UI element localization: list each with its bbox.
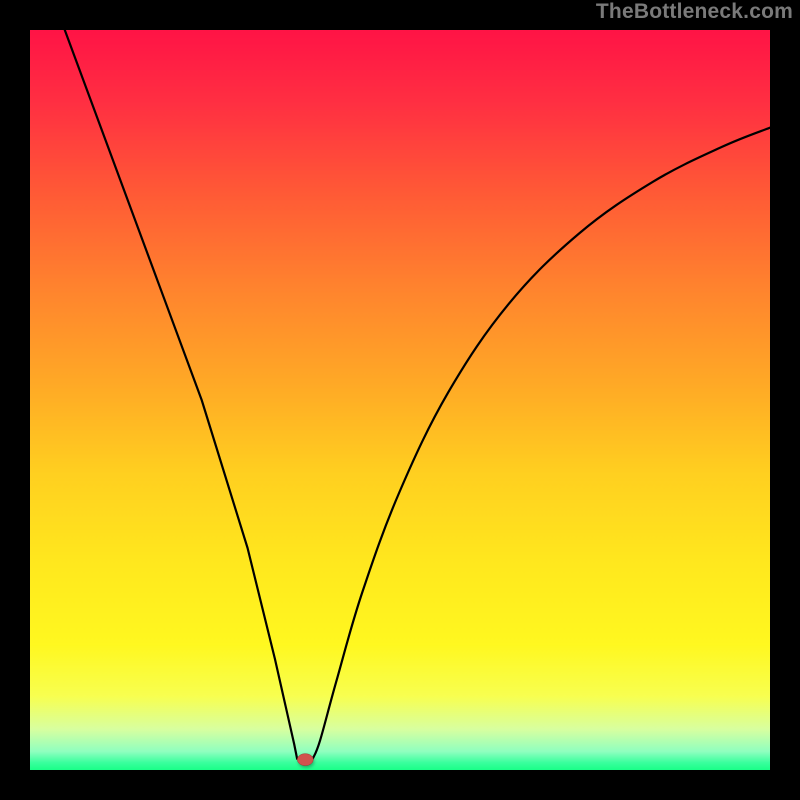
- chart-frame: [0, 0, 800, 800]
- minimum-marker: [297, 754, 314, 768]
- bottleneck-curve: [65, 30, 770, 759]
- minimum-marker-dot: [297, 754, 313, 766]
- watermark-text: TheBottleneck.com: [596, 0, 793, 24]
- plot-area: [30, 30, 770, 770]
- curve-layer: [30, 30, 770, 770]
